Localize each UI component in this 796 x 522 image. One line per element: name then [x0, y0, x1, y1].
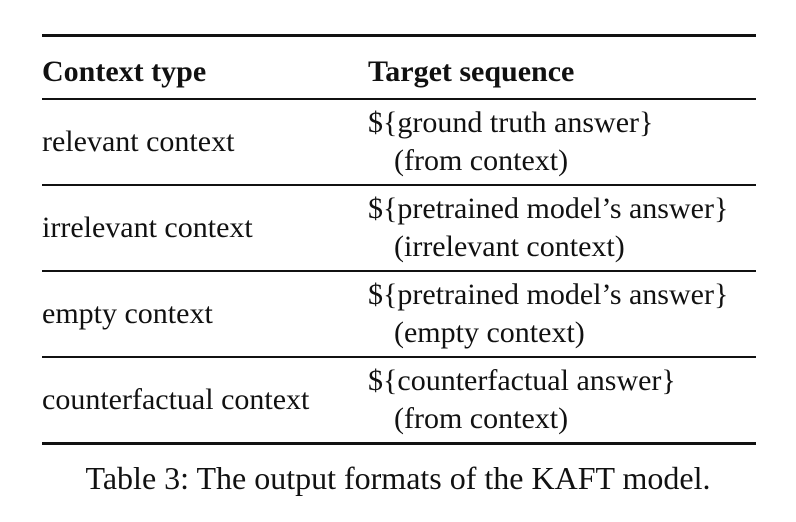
target-line-1: ${ground truth answer} — [368, 106, 654, 139]
target-sequence-cell: ${ground truth answer} (from context) — [368, 104, 653, 180]
target-line-2: (from context) — [394, 402, 569, 435]
context-type-cell: relevant context — [42, 125, 235, 158]
target-line-2: (irrelevant context) — [394, 230, 625, 263]
bottom-rule — [42, 442, 756, 445]
target-line-1: ${counterfactual answer} — [368, 364, 676, 397]
row-divider — [42, 270, 756, 272]
table-row: irrelevant context ${pretrained model’s … — [42, 186, 756, 270]
output-formats-table: Context type Target sequence relevant co… — [42, 34, 756, 445]
target-sequence-cell: ${pretrained model’s answer} (irrelevant… — [368, 190, 728, 266]
header-rule — [42, 98, 756, 100]
context-type-cell: counterfactual context — [42, 383, 310, 416]
table-row: counterfactual context ${counterfactual … — [42, 358, 756, 442]
target-line-2: (from context) — [394, 144, 569, 177]
table-caption: Table 3: The output formats of the KAFT … — [85, 460, 711, 496]
row-divider — [42, 356, 756, 358]
target-line-2: (empty context) — [394, 316, 585, 349]
context-type-cell: empty context — [42, 297, 213, 330]
target-line-1: ${pretrained model’s answer} — [368, 192, 729, 225]
header-context-type: Context type — [42, 55, 207, 88]
context-type-cell: irrelevant context — [42, 211, 253, 244]
top-rule — [42, 34, 756, 37]
table-row: relevant context ${ground truth answer} … — [42, 100, 756, 184]
target-sequence-cell: ${counterfactual answer} (from context) — [368, 362, 676, 438]
target-line-1: ${pretrained model’s answer} — [368, 278, 729, 311]
table-header-row: Context type Target sequence — [42, 37, 756, 98]
row-divider — [42, 184, 756, 186]
table-row: empty context ${pretrained model’s answe… — [42, 272, 756, 356]
header-target-sequence: Target sequence — [368, 55, 575, 88]
target-sequence-cell: ${pretrained model’s answer} (empty cont… — [368, 276, 728, 352]
